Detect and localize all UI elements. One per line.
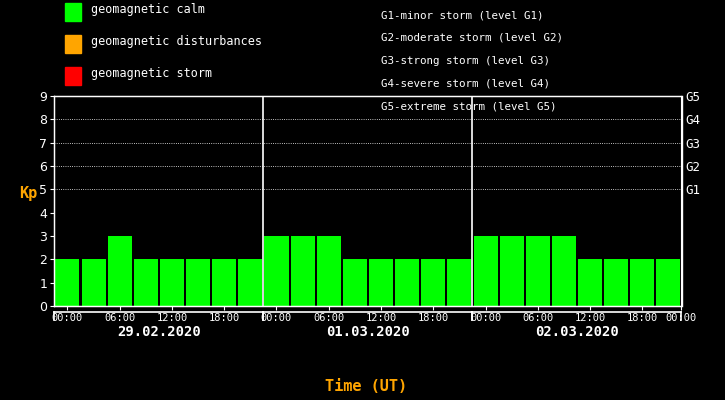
Y-axis label: Kp: Kp	[19, 186, 38, 201]
Bar	[369, 259, 393, 306]
Text: G1-minor storm (level G1): G1-minor storm (level G1)	[381, 10, 543, 20]
Bar	[656, 259, 681, 306]
Bar	[134, 259, 158, 306]
Bar	[578, 259, 602, 306]
Bar	[212, 259, 236, 306]
Bar	[395, 259, 419, 306]
Text: 29.02.2020: 29.02.2020	[117, 325, 201, 339]
Text: 02.03.2020: 02.03.2020	[535, 325, 619, 339]
Text: geomagnetic disturbances: geomagnetic disturbances	[91, 36, 262, 48]
Bar	[108, 236, 132, 306]
Text: G3-strong storm (level G3): G3-strong storm (level G3)	[381, 56, 550, 66]
Bar	[81, 259, 106, 306]
Bar	[421, 259, 445, 306]
Text: geomagnetic storm: geomagnetic storm	[91, 68, 212, 80]
Text: Time (UT): Time (UT)	[325, 379, 407, 394]
Bar	[55, 259, 80, 306]
Bar	[239, 259, 262, 306]
Text: 01.03.2020: 01.03.2020	[326, 325, 410, 339]
Bar	[186, 259, 210, 306]
Bar	[630, 259, 655, 306]
Bar	[526, 236, 550, 306]
Text: G2-moderate storm (level G2): G2-moderate storm (level G2)	[381, 33, 563, 43]
Bar	[343, 259, 367, 306]
Bar	[500, 236, 523, 306]
Bar	[552, 236, 576, 306]
Text: geomagnetic calm: geomagnetic calm	[91, 4, 204, 16]
Bar	[160, 259, 184, 306]
Bar	[317, 236, 341, 306]
Bar	[447, 259, 471, 306]
Bar	[265, 236, 289, 306]
Bar	[473, 236, 497, 306]
Text: G4-severe storm (level G4): G4-severe storm (level G4)	[381, 78, 550, 88]
Text: G5-extreme storm (level G5): G5-extreme storm (level G5)	[381, 101, 556, 111]
Bar	[291, 236, 315, 306]
Bar	[604, 259, 628, 306]
